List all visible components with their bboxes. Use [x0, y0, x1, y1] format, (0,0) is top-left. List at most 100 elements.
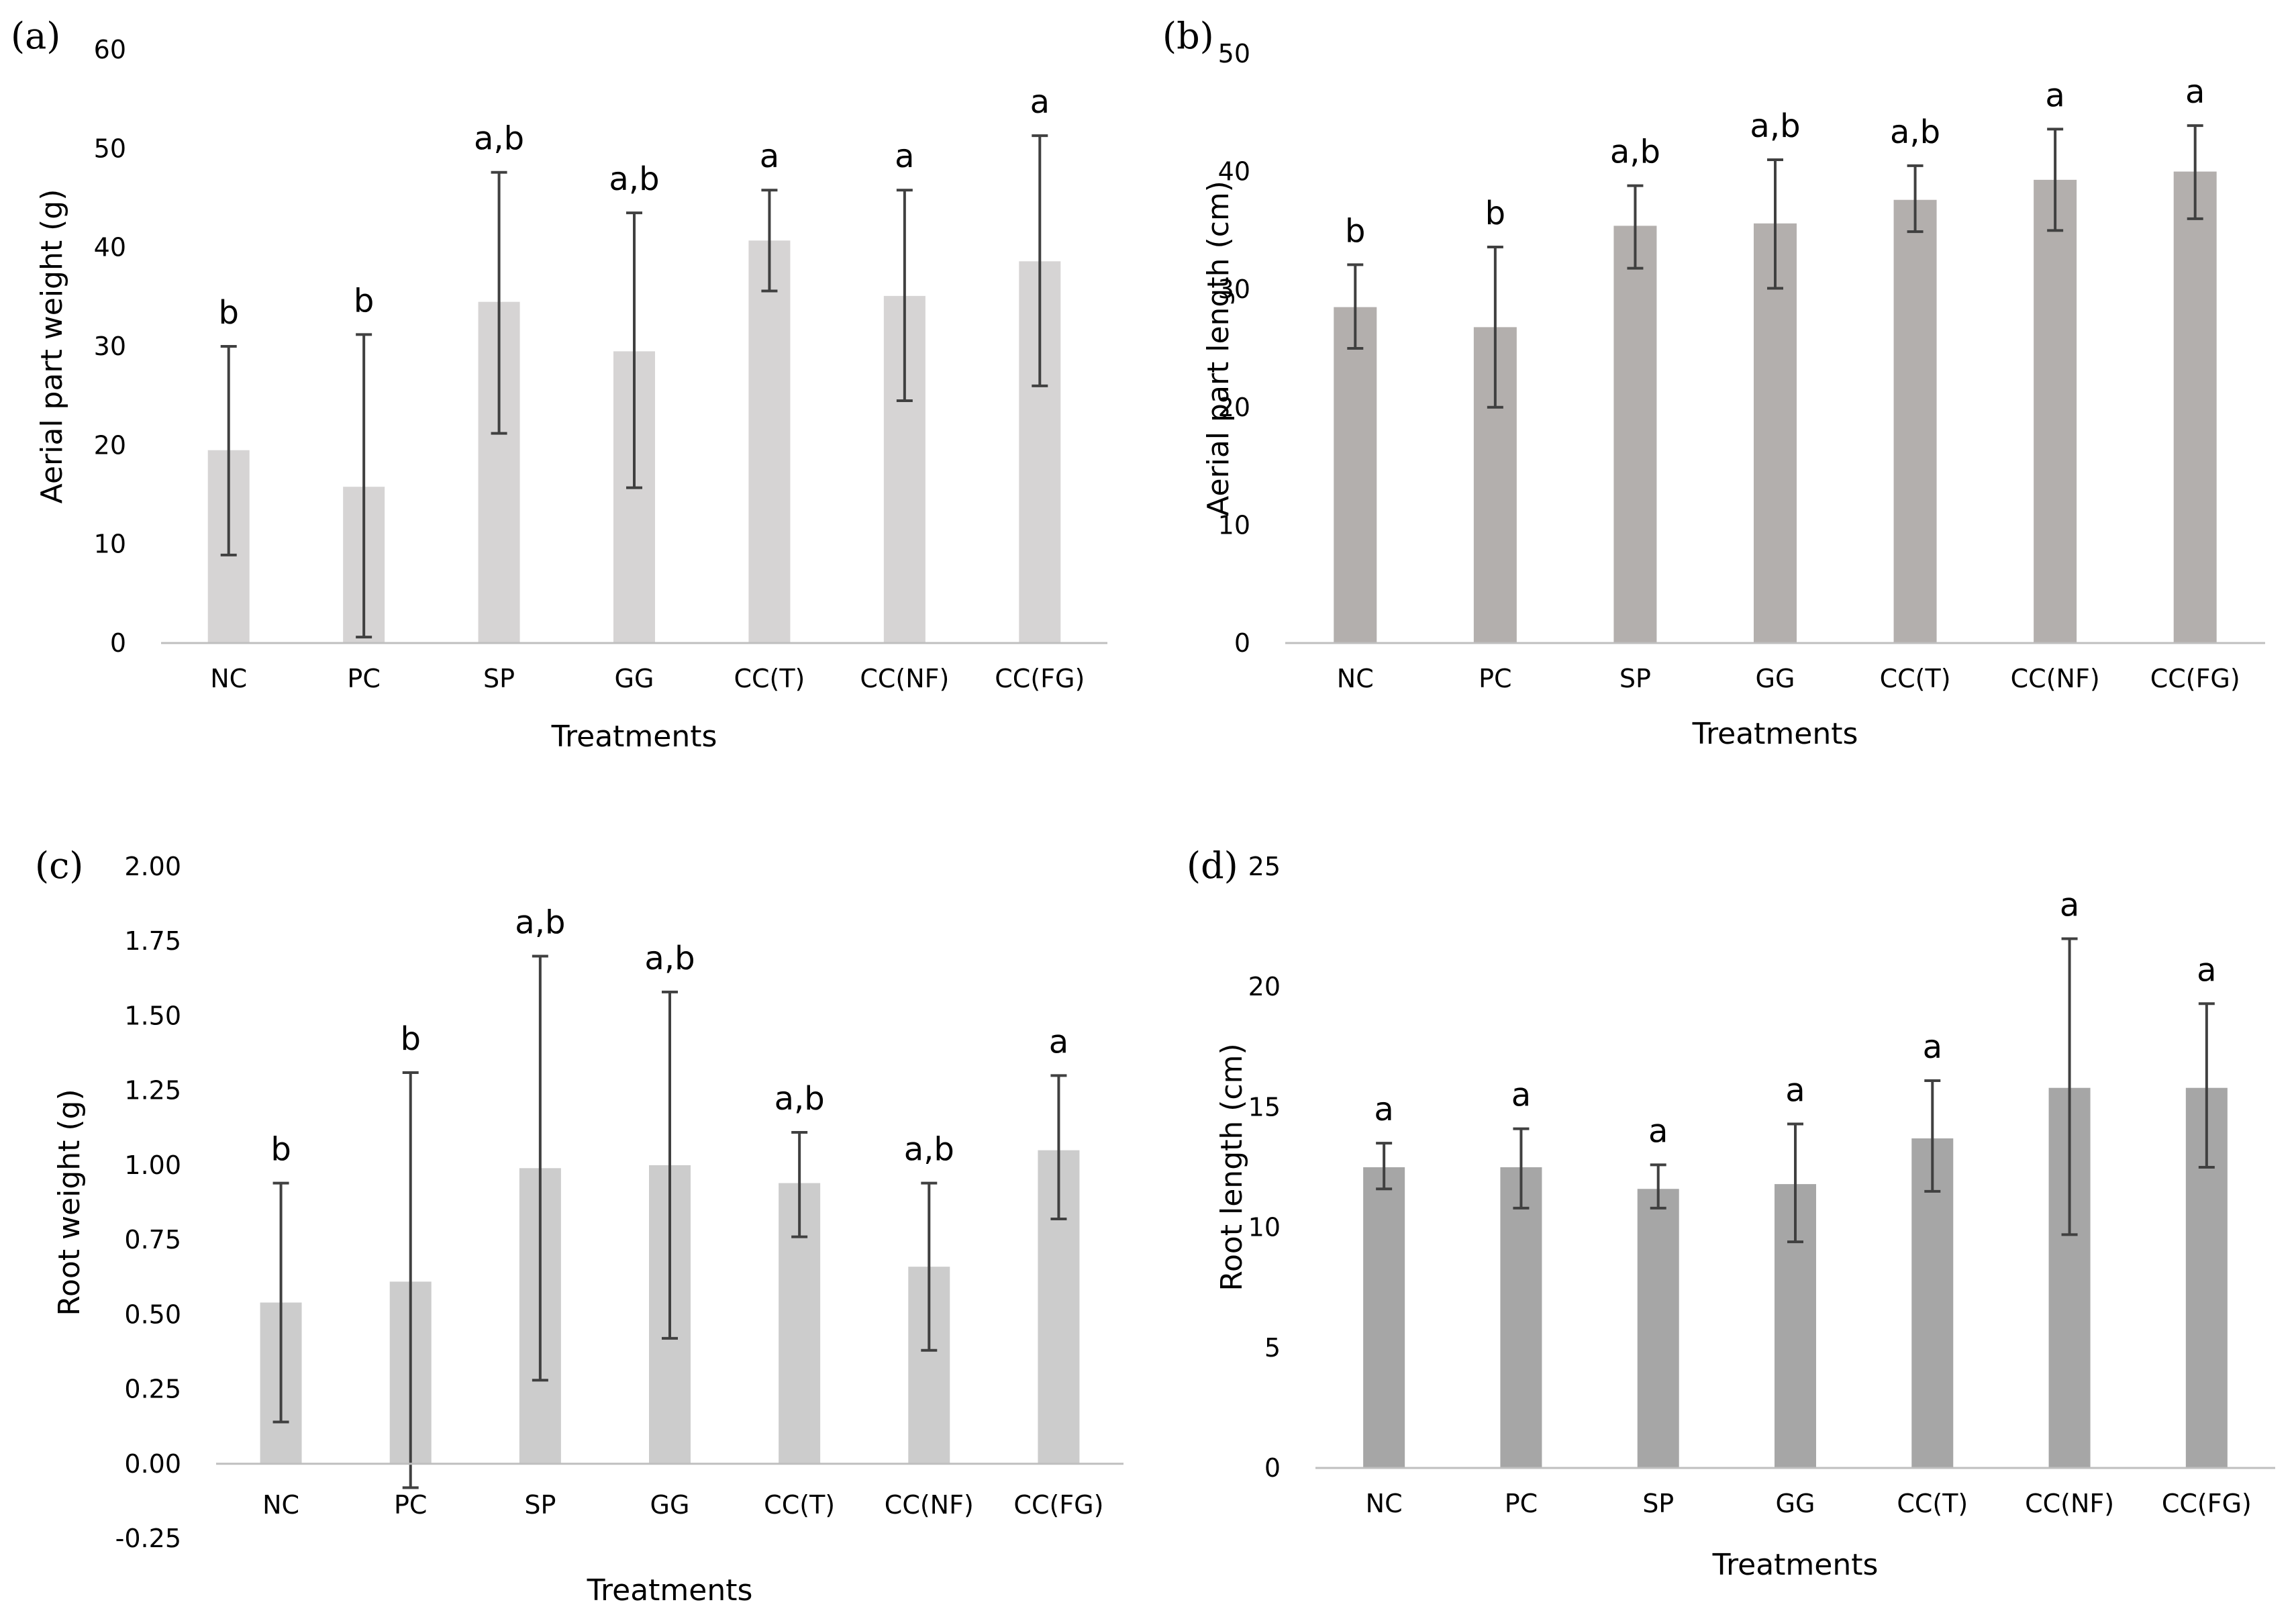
panel-b-aerial-length: (b) 0 10 20 30 40 50 b NC b PC a,b SP a,b GG a,b CC(T) a… — [1162, 15, 2265, 751]
y-tick-label: 0.25 — [124, 1375, 181, 1404]
x-tick-label: NC — [1337, 664, 1374, 693]
significance-label: b — [1485, 195, 1505, 232]
bar-sp — [1637, 1189, 1679, 1468]
x-tick-label: CC(NF) — [860, 664, 949, 693]
x-tick-label: NC — [210, 664, 247, 693]
significance-label: b — [270, 1131, 291, 1169]
bar-cct — [748, 240, 791, 643]
significance-label: a — [1049, 1023, 1068, 1061]
y-axis-title: Root length (cm) — [1215, 1043, 1249, 1291]
bar-gg — [1754, 223, 1797, 643]
significance-label: a,b — [609, 160, 659, 198]
y-axis-title: Root weight (g) — [52, 1089, 87, 1316]
significance-label: a — [1785, 1071, 1805, 1109]
x-tick-label: CC(NF) — [2011, 664, 2100, 693]
panel-d-root-length: (d) 0 5 10 15 20 25 a NC a PC a SP a GG a CC(T) a CC(NF) a… — [1187, 844, 2275, 1582]
x-axis-title: Treatments — [587, 1573, 753, 1608]
panel-label-c: (c) — [35, 844, 83, 887]
panel-a-aerial-weight: (a) 0 10 20 30 40 50 60 b NC b PC a,b SP a,b GG a CC(T) a… — [11, 15, 1107, 754]
y-tick-label: 0 — [1234, 628, 1250, 658]
x-tick-label: CC(FG) — [995, 664, 1085, 693]
significance-label: a,b — [474, 120, 524, 158]
y-tick-label: 50 — [94, 134, 126, 163]
significance-label: a — [2197, 951, 2216, 989]
significance-label: a — [895, 138, 914, 175]
y-tick-label: 2.00 — [124, 852, 181, 881]
significance-label: a,b — [1890, 113, 1940, 151]
y-tick-label: 25 — [1248, 852, 1281, 881]
significance-label: b — [1345, 212, 1365, 250]
y-tick-label: 50 — [1218, 39, 1250, 68]
x-tick-label: GG — [1776, 1489, 1815, 1518]
x-axis-title: Treatments — [1712, 1548, 1879, 1582]
bar-cct — [1911, 1138, 1954, 1468]
x-tick-label: PC — [394, 1490, 427, 1520]
y-tick-label: 0 — [110, 628, 126, 658]
x-tick-label: CC(FG) — [2150, 664, 2240, 693]
y-tick-label: 15 — [1248, 1092, 1281, 1122]
panel-label-b: (b) — [1162, 15, 1214, 57]
significance-label: b — [400, 1020, 420, 1058]
significance-label: a — [2060, 887, 2079, 924]
x-tick-label: PC — [1479, 664, 1511, 693]
significance-label: a,b — [515, 903, 565, 941]
x-axis-title: Treatments — [1692, 717, 1858, 751]
significance-label: a — [1648, 1112, 1668, 1150]
significance-label: b — [218, 294, 238, 332]
y-tick-label: 60 — [94, 35, 126, 64]
significance-label: a — [1511, 1077, 1531, 1114]
x-tick-label: CC(T) — [1880, 664, 1951, 693]
significance-label: a,b — [644, 940, 695, 977]
x-tick-label: CC(NF) — [2025, 1489, 2114, 1518]
x-tick-label: PC — [347, 664, 380, 693]
y-axis-title: Aerial part length (cm) — [1201, 181, 1236, 516]
x-tick-label: CC(T) — [1897, 1489, 1968, 1518]
x-tick-label: CC(FG) — [2162, 1489, 2252, 1518]
x-tick-label: GG — [615, 664, 654, 693]
significance-label: a — [1374, 1091, 1393, 1128]
x-tick-label: SP — [1642, 1489, 1674, 1518]
significance-label: a,b — [1610, 134, 1660, 171]
y-tick-label: 20 — [1248, 972, 1281, 1001]
y-axis-title: Aerial part weight (g) — [35, 189, 69, 504]
significance-label: a — [2185, 73, 2205, 111]
bar-cct — [1893, 199, 1937, 643]
y-tick-label: 5 — [1264, 1333, 1281, 1363]
y-tick-label: 1.50 — [124, 1001, 181, 1030]
y-tick-label: 10 — [1248, 1213, 1281, 1242]
panel-label-d: (d) — [1187, 844, 1238, 887]
x-tick-label: SP — [1619, 664, 1651, 693]
x-tick-label: SP — [483, 664, 515, 693]
significance-label: a,b — [1750, 107, 1800, 145]
y-tick-label: 1.00 — [124, 1150, 181, 1180]
y-tick-label: 30 — [94, 332, 126, 361]
y-tick-label: 0.00 — [124, 1449, 181, 1479]
y-tick-label: 0 — [1264, 1453, 1281, 1483]
significance-label: a — [760, 138, 779, 175]
significance-label: a — [1030, 83, 1050, 121]
significance-label: a,b — [904, 1131, 954, 1169]
x-tick-label: CC(T) — [764, 1490, 835, 1520]
x-tick-label: NC — [262, 1490, 299, 1520]
x-axis-title: Treatments — [551, 720, 717, 754]
y-tick-label: 10 — [94, 530, 126, 559]
y-tick-label: 0.75 — [124, 1225, 181, 1255]
panel-c-root-weight: (c) -0.25 0.00 0.25 0.50 0.75 1.00 1.25 1.50 1.7… — [35, 844, 1124, 1608]
bar-ccfg — [2173, 171, 2217, 644]
y-tick-label: -0.25 — [115, 1524, 181, 1553]
y-tick-label: 20 — [94, 430, 126, 460]
bar-nc — [1334, 307, 1377, 643]
significance-label: a — [2045, 77, 2064, 114]
y-tick-label: 40 — [1218, 157, 1250, 187]
x-tick-label: GG — [650, 1490, 690, 1520]
x-tick-label: SP — [524, 1490, 556, 1520]
y-tick-label: 10 — [1218, 510, 1250, 540]
significance-label: b — [354, 282, 374, 320]
bar-ccnf — [2034, 179, 2077, 644]
y-tick-label: 40 — [94, 233, 126, 262]
x-tick-label: CC(T) — [734, 664, 805, 693]
panel-label-a: (a) — [11, 15, 60, 57]
significance-label: a — [1923, 1028, 1942, 1066]
bar-pc — [1500, 1167, 1542, 1468]
